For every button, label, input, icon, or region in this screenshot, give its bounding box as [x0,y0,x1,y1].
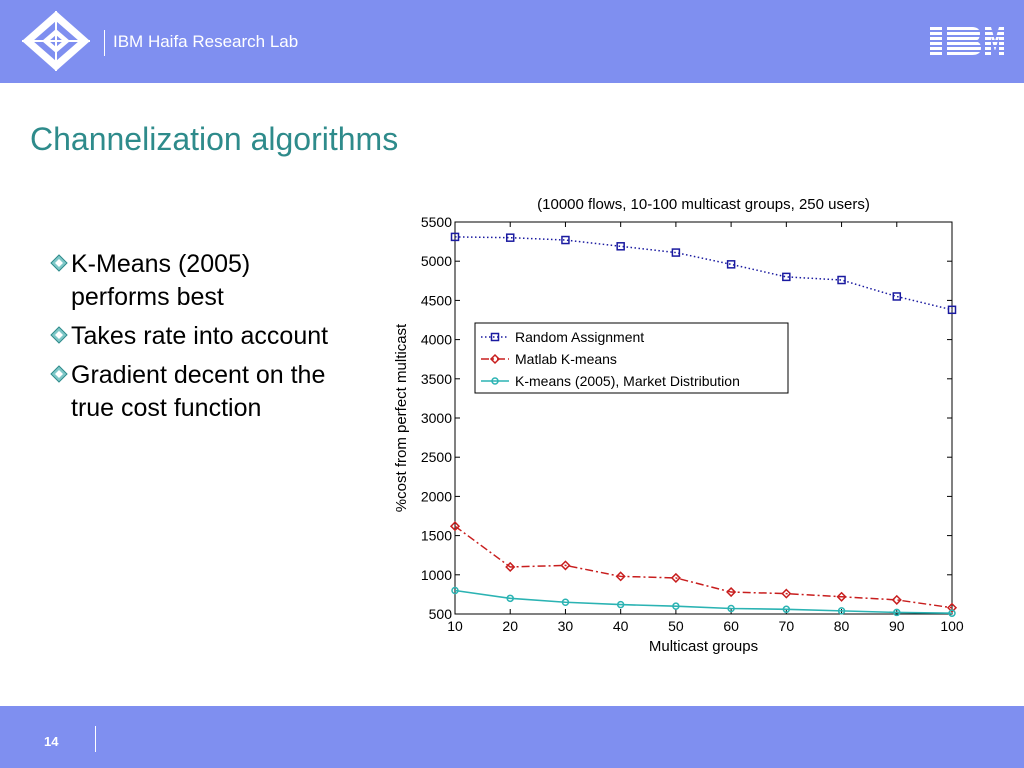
data-point-series-2 [948,609,956,617]
data-point-series-2 [561,598,570,606]
data-point-series-2 [451,586,459,595]
x-tick-label: 100 [940,618,964,634]
data-point-series-0 [947,305,957,315]
y-tick-label: 2000 [421,488,452,504]
x-tick-label: 70 [779,618,795,634]
series-line-1 [454,525,953,609]
y-tick-label: 1000 [421,567,452,583]
diamond-bullet-icon [50,365,68,383]
x-tick-label: 80 [834,618,850,634]
footer-divider [95,726,96,752]
data-point-series-1 [670,572,681,583]
bullet-rate: Takes rate into account [50,320,380,353]
data-point-series-2 [727,604,735,613]
y-tick-label: 4500 [421,292,452,308]
data-point-series-0 [450,232,460,242]
diamond-bullet-icon [50,326,68,344]
bullet-list: K-Means (2005) performs best Takes rate … [50,248,380,431]
data-point-series-0 [837,275,846,285]
data-point-series-1 [560,560,571,571]
data-point-series-0 [671,248,681,257]
bullet-text-cont: true cost function [71,394,262,422]
series-line-2 [454,589,953,615]
x-tick-label: 60 [723,618,739,634]
chart-title: (10000 flows, 10-100 multicast groups, 2… [537,196,870,213]
data-point-series-2 [672,602,680,610]
legend-entry: Matlab K-means [515,351,617,367]
data-point-series-2 [837,607,846,615]
bullet-text: Takes rate into account [71,322,329,350]
data-point-series-0 [505,233,515,242]
x-tick-label: 10 [447,618,463,634]
lab-name: IBM Haifa Research Lab [113,32,299,51]
legend-entry: K-means (2005), Market Distribution [515,373,740,389]
legend-marker [489,353,501,365]
data-point-series-1 [781,588,792,599]
data-point-series-0 [561,235,570,245]
legend-box [474,322,789,394]
bullet-text: K-Means (2005) [71,250,251,278]
data-point-series-2 [506,594,514,603]
slide-title: Channelization algorithms [30,121,399,157]
legend-entry: Random Assignment [515,329,644,345]
bullet-text-cont: performs best [71,283,224,311]
data-point-series-1 [891,594,902,605]
page-number: 14 [44,734,59,749]
bullet-text: Gradient decent on the [71,361,326,389]
data-point-series-0 [726,260,736,269]
data-point-series-0 [782,272,791,282]
legend-marker [491,377,499,385]
y-tick-label: 3000 [421,410,452,426]
y-tick-label: 5500 [421,214,452,230]
data-point-series-0 [892,292,902,301]
data-point-series-1 [615,571,626,582]
line-chart: (10000 flows, 10-100 multicast groups, 2… [393,196,964,655]
y-tick-label: 3500 [421,371,452,387]
x-tick-label: 30 [558,618,574,634]
x-tick-label: 50 [668,618,684,634]
y-tick-label: 4000 [421,332,452,348]
bullet-kmeans: K-Means (2005) performs best [50,248,380,314]
data-point-series-2 [893,608,901,617]
legend-marker [490,332,500,342]
y-tick-label: 5000 [421,253,452,269]
data-point-series-1 [836,591,847,602]
data-point-series-0 [616,242,625,251]
slide-header: IBM Haifa Research Lab [0,0,1024,83]
data-point-series-1 [946,602,958,613]
x-axis-label: Multicast groups [649,638,758,655]
bullet-gradient: Gradient decent on the true cost functio… [50,359,380,425]
x-tick-label: 20 [502,618,518,634]
haifa-diamond-logo-icon [22,11,90,71]
y-axis-label: %cost from perfect multicast [393,323,410,512]
x-tick-label: 40 [613,618,629,634]
data-point-series-2 [616,600,625,609]
data-point-series-1 [726,586,737,598]
y-tick-label: 2500 [421,449,452,465]
x-tick-label: 90 [889,618,905,634]
header-divider [104,30,105,56]
plot-area [454,221,953,615]
data-point-series-2 [782,605,791,614]
y-tick-label: 500 [429,606,453,622]
ibm-logo-icon [928,27,1004,55]
diamond-bullet-icon [50,254,68,272]
slide-footer: 14 [0,706,1024,768]
y-tick-label: 1500 [421,528,452,544]
data-point-series-1 [449,521,461,532]
data-point-series-1 [505,561,516,573]
